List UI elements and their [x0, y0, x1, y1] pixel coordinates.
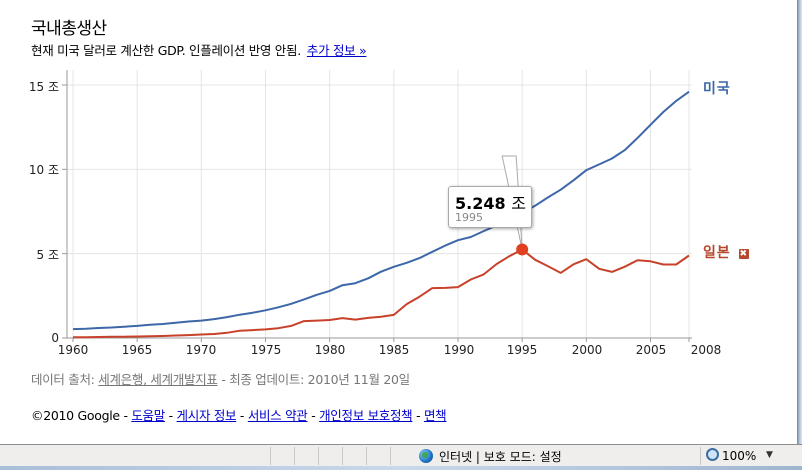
x-tick-1960: 1960	[57, 343, 89, 357]
privacy-link[interactable]: 개인정보 보호정책	[319, 408, 413, 423]
zoom-dropdown-icon[interactable]: ▼	[766, 450, 773, 460]
statusbar-divider	[294, 447, 295, 465]
statusbar-divider	[700, 447, 701, 465]
x-tick-2000: 2000	[571, 343, 603, 357]
x-tick-1970: 1970	[185, 343, 217, 357]
statusbar-divider	[270, 447, 271, 465]
zoom-level: 100%	[722, 449, 757, 463]
x-tick-2005: 2005	[635, 343, 667, 357]
y-tick-10: 10 조	[28, 163, 59, 177]
x-tick-1980: 1980	[314, 343, 346, 357]
y-tick-15: 15 조	[28, 80, 59, 94]
footer-separator: -	[416, 408, 421, 423]
zoom-level-button[interactable]: 100%	[706, 448, 756, 463]
browser-statusbar: 인터넷 | 보호 모드: 설정 100% ▼	[0, 444, 802, 467]
tooltip-value: 5.248 조	[455, 190, 526, 214]
x-tick-1975: 1975	[250, 343, 282, 357]
x-tick-1965: 1965	[121, 343, 153, 357]
more-info-link[interactable]: 추가 정보 »	[306, 43, 367, 58]
y-tick-5: 5 조	[36, 248, 60, 262]
window-frame-right	[797, 0, 802, 444]
y-tick-0: 0	[51, 331, 59, 345]
footer: ©2010 Google - 도움말 - 게시자 정보 - 서비스 약관 - 개…	[31, 405, 447, 424]
legend-us[interactable]: 미국	[703, 78, 731, 98]
footer-separator: -	[168, 408, 174, 423]
zone-text: 인터넷 | 보호 모드: 설정	[439, 450, 562, 464]
legend-japan-label: 일본	[703, 245, 731, 261]
tooltip-year: 1995	[455, 211, 483, 224]
x-tick-1995: 1995	[506, 343, 538, 357]
tooltip-unit: 조	[511, 194, 526, 213]
gdp-chart[interactable]: 15 조 10 조 5 조 0 1960 1965 1970 1975 1980…	[0, 70, 797, 360]
remove-series-icon[interactable]: ✖	[738, 249, 749, 259]
x-tick-1985: 1985	[378, 343, 410, 357]
data-tooltip: 5.248 조 1995	[448, 186, 532, 228]
data-source: 데이터 출처: 세계은행, 세계개발지표 - 최종 업데이트: 2010년 11…	[31, 369, 410, 388]
footer-separator: -	[311, 408, 316, 423]
statusbar-divider	[342, 447, 343, 465]
subtitle-text: 현재 미국 달러로 계산한 GDP. 인플레이션 반영 안됨.	[31, 43, 301, 58]
security-zone[interactable]: 인터넷 | 보호 모드: 설정	[419, 448, 562, 465]
page: 국내총생산 현재 미국 달러로 계산한 GDP. 인플레이션 반영 안됨. 추가 …	[0, 19, 797, 424]
footer-separator: -	[239, 408, 245, 423]
copyright: ©2010 Google -	[31, 408, 128, 423]
statusbar-divider	[366, 447, 367, 465]
source-link[interactable]: 세계은행, 세계개발지표	[98, 372, 218, 387]
help-link[interactable]: 도움말	[131, 408, 165, 423]
legend-us-label: 미국	[703, 81, 731, 97]
terms-link[interactable]: 서비스 약관	[247, 408, 308, 423]
source-update: - 최종 업데이트: 2010년 11월 20일	[221, 372, 410, 387]
magnifier-icon	[706, 448, 719, 461]
x-tick-2008: 2008	[690, 343, 722, 357]
publisher-info-link[interactable]: 게시자 정보	[176, 408, 237, 423]
chart-subtitle: 현재 미국 달러로 계산한 GDP. 인플레이션 반영 안됨. 추가 정보 »	[31, 40, 367, 59]
chart-plot[interactable]	[0, 70, 797, 360]
x-tick-1990: 1990	[443, 343, 475, 357]
disclaimer-link[interactable]: 면책	[423, 408, 447, 423]
tooltip-number: 5.248	[455, 194, 506, 213]
statusbar-divider	[318, 447, 319, 465]
statusbar-divider	[390, 447, 391, 465]
source-prefix: 데이터 출처:	[31, 372, 95, 387]
legend-japan[interactable]: 일본 ✖	[703, 242, 749, 262]
page-title: 국내총생산	[31, 19, 107, 39]
globe-icon	[419, 449, 433, 463]
window-frame-bottom	[0, 466, 802, 470]
